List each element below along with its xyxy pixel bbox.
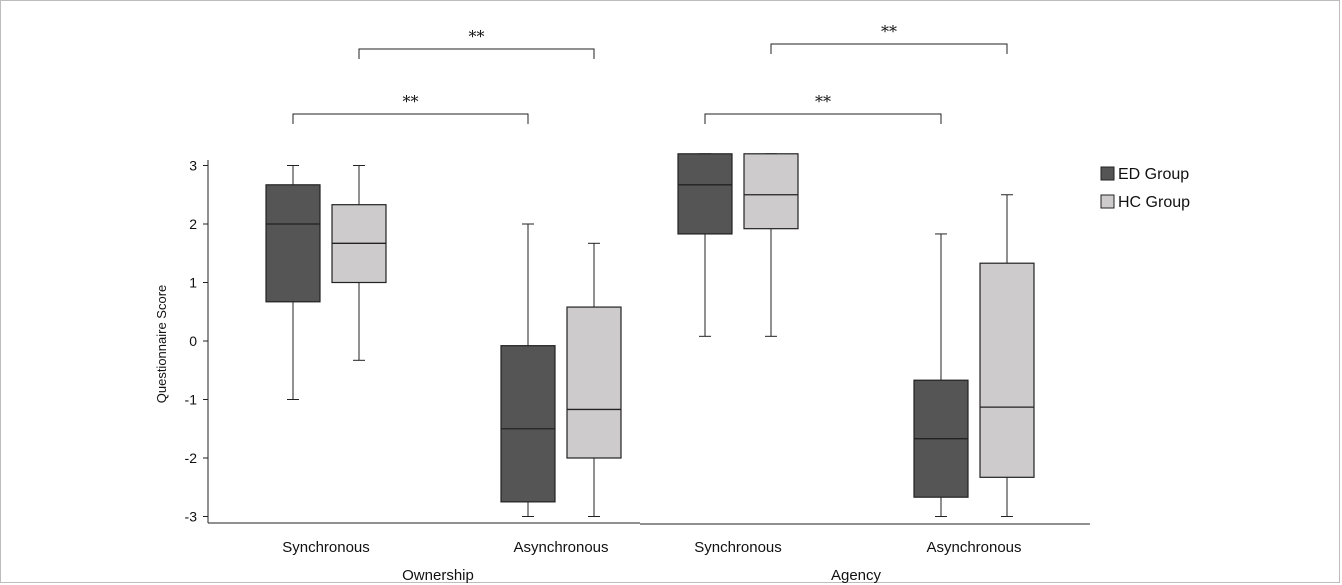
y-tick-label: 3 (189, 158, 197, 174)
box-agency-asynchronous-ed (913, 233, 969, 517)
legend: ED Group HC Group (1100, 166, 1190, 211)
y-axis-label: Questionnaire Score (154, 285, 169, 404)
group-label: Ownership (402, 567, 474, 584)
significance-label: ** (403, 92, 419, 111)
significance-bracket: ** (292, 92, 529, 124)
significance-label: ** (881, 22, 897, 41)
bracket-line (292, 113, 529, 124)
box-iqr (500, 345, 556, 503)
y-tick-label: 0 (189, 333, 197, 349)
box-iqr (743, 153, 799, 230)
y-tick-label: -3 (185, 509, 198, 525)
group-label: Agency (831, 567, 882, 584)
category-label: Asynchronous (926, 539, 1021, 556)
category-label: Synchronous (694, 539, 782, 556)
bracket-line (770, 43, 1008, 54)
category-label: Asynchronous (513, 539, 608, 556)
significance-label: ** (469, 27, 485, 46)
y-tick-label: 2 (189, 216, 197, 232)
boxes (265, 153, 1035, 517)
box-iqr (566, 306, 622, 459)
box-agency-asynchronous-hc (979, 194, 1035, 517)
bracket-line (704, 113, 942, 124)
axes: 3 2 1 0 -1 -2 -3 (185, 158, 1090, 525)
y-tick-label: -2 (185, 450, 198, 466)
axis-labels: Questionnaire Score Synchronous Asynchrono… (154, 285, 1022, 584)
significance-label: ** (815, 92, 831, 111)
significance-bracket: ** (770, 22, 1008, 54)
box-iqr (265, 184, 321, 303)
legend-label: HC Group (1118, 194, 1190, 211)
box-ownership-asynchronous-ed (500, 223, 556, 517)
box-ownership-synchronous-hc (331, 165, 387, 361)
legend-label: ED Group (1118, 166, 1189, 183)
legend-item-ed-group: ED Group (1100, 166, 1189, 183)
bracket-line (358, 48, 595, 59)
category-label: Synchronous (282, 539, 370, 556)
significance-bracket: ** (358, 27, 595, 59)
box-ownership-asynchronous-hc (566, 242, 622, 517)
box-agency-synchronous-ed (677, 153, 733, 337)
significance-brackets: ** ** ** ** (292, 22, 1008, 124)
box-iqr (677, 153, 733, 235)
significance-bracket: ** (704, 92, 942, 124)
legend-item-hc-group: HC Group (1100, 194, 1190, 211)
box-ownership-synchronous-ed (265, 165, 321, 400)
legend-swatch (1100, 166, 1115, 181)
legend-swatch (1100, 194, 1115, 209)
box-iqr (979, 262, 1035, 478)
box-agency-synchronous-hc (743, 153, 799, 337)
y-tick-label: 1 (189, 275, 197, 291)
y-tick-label: -1 (185, 392, 198, 408)
